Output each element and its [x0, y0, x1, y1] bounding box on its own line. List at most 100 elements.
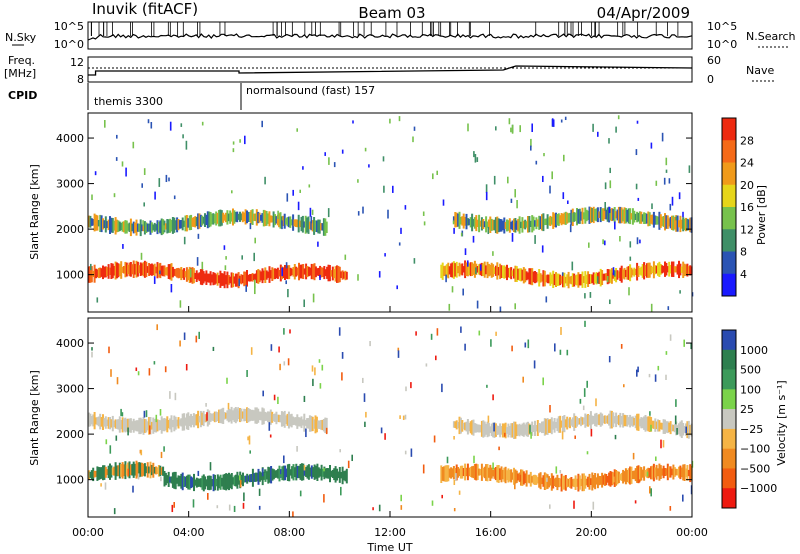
heatmap-speckle — [139, 449, 142, 454]
heatmap-cell — [461, 465, 464, 479]
heatmap-cell — [155, 466, 158, 475]
heatmap-speckle — [529, 425, 531, 434]
heatmap-cell — [153, 263, 156, 277]
heatmap-cell — [132, 260, 135, 278]
heatmap-speckle — [280, 474, 282, 478]
heatmap-cell — [606, 415, 609, 424]
heatmap-cell — [226, 210, 229, 225]
heatmap-cell — [169, 476, 172, 483]
heatmap-cell — [204, 273, 206, 282]
heatmap-cell — [150, 421, 153, 430]
heatmap-cell — [581, 207, 584, 225]
heatmap-cell — [216, 272, 219, 286]
heatmap-cell — [665, 215, 668, 229]
heatmap-cell — [180, 267, 183, 281]
heatmap-cell — [164, 223, 167, 230]
heatmap-cell — [272, 414, 275, 422]
heatmap-cell — [591, 415, 594, 425]
colorbar-swatch — [722, 184, 736, 208]
heatmap-cell — [643, 466, 646, 481]
heatmap-cell — [454, 212, 457, 228]
heatmap-cell — [218, 476, 221, 489]
heatmap-cell — [524, 268, 527, 283]
heatmap-cell — [324, 218, 327, 236]
heatmap-cell — [563, 212, 566, 225]
heatmap-cell — [569, 212, 571, 223]
heatmap-speckle — [573, 500, 575, 509]
heatmap-speckle — [231, 190, 233, 194]
heatmap-cell — [198, 478, 201, 487]
heatmap-cell — [557, 416, 560, 433]
colorbar-swatch — [722, 140, 736, 163]
heatmap-cell — [162, 466, 165, 476]
heatmap-cell — [184, 476, 187, 487]
heatmap-cell — [666, 463, 669, 481]
heatmap-cell — [93, 412, 96, 430]
heatmap-speckle — [245, 284, 247, 292]
heatmap-cell — [180, 473, 183, 489]
heatmap-cell — [93, 264, 96, 283]
heatmap-cell — [169, 264, 172, 280]
heatmap-cell — [497, 218, 500, 233]
heatmap-cell — [485, 423, 488, 435]
heatmap-cell — [260, 271, 263, 281]
heatmap-cell — [447, 262, 450, 279]
heatmap-cell — [128, 461, 131, 479]
heatmap-cell — [219, 409, 222, 424]
heatmap-cell — [658, 463, 661, 481]
heatmap-speckle — [487, 226, 490, 235]
heatmap-speckle — [441, 383, 443, 393]
heatmap-cell — [617, 206, 620, 224]
heatmap-cell — [142, 463, 145, 476]
heatmap-cell — [195, 270, 198, 282]
heatmap-speckle — [254, 279, 256, 289]
heatmap-speckle — [241, 255, 243, 260]
heatmap-cell — [511, 220, 514, 231]
heatmap-cell — [116, 419, 118, 429]
heatmap-speckle — [287, 289, 289, 298]
heatmap-speckle — [312, 293, 315, 303]
heatmap-cell — [492, 264, 495, 277]
heatmap-cell — [520, 425, 522, 435]
heatmap-cell — [577, 473, 580, 492]
heatmap-cell — [673, 424, 676, 433]
heatmap-cell — [542, 475, 545, 487]
heatmap-cell — [233, 475, 236, 487]
heatmap-speckle — [514, 189, 516, 198]
heatmap-cell — [291, 466, 294, 479]
heatmap-cell — [610, 410, 613, 429]
heatmap-speckle — [120, 408, 122, 417]
heatmap-speckle — [433, 435, 436, 443]
heatmap-cell — [494, 423, 497, 437]
heatmap-speckle — [676, 428, 678, 435]
heatmap-cell — [595, 272, 598, 285]
heatmap-cell — [301, 215, 304, 233]
heatmap-cell — [162, 418, 165, 432]
heatmap-cell — [124, 261, 127, 278]
heatmap-cell — [97, 416, 100, 427]
heatmap-speckle — [115, 435, 118, 441]
heatmap-cell — [173, 471, 176, 489]
heatmap-speckle — [237, 407, 239, 416]
heatmap-cell — [99, 413, 102, 430]
heatmap-speckle — [378, 504, 381, 512]
heatmap-cell — [601, 472, 604, 488]
heatmap-cell — [303, 468, 306, 476]
heatmap-speckle — [351, 454, 353, 462]
heatmap-cell — [631, 269, 634, 276]
heatmap-cell — [103, 418, 106, 427]
heatmap-speckle — [281, 220, 283, 230]
heatmap-speckle — [669, 506, 672, 511]
heatmap-cell — [514, 469, 517, 484]
heatmap-cell — [521, 469, 524, 486]
heatmap-cell — [89, 471, 92, 478]
heatmap-cell — [127, 223, 130, 231]
heatmap-cell — [650, 417, 653, 432]
heatmap-cell — [229, 276, 232, 284]
heatmap-cell — [459, 465, 462, 479]
heatmap-cell — [174, 471, 177, 490]
heatmap-speckle — [602, 239, 604, 245]
heatmap-speckle — [91, 347, 93, 351]
heatmap-cell — [658, 261, 661, 277]
heatmap-cell — [275, 268, 278, 279]
